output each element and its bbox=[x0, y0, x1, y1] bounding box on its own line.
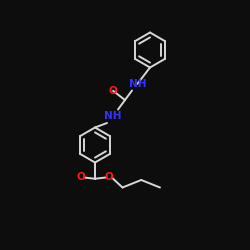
Text: O: O bbox=[104, 172, 113, 182]
Text: O: O bbox=[109, 86, 118, 96]
Text: O: O bbox=[77, 172, 86, 182]
Text: NH: NH bbox=[104, 111, 121, 121]
Text: NH: NH bbox=[129, 79, 146, 89]
